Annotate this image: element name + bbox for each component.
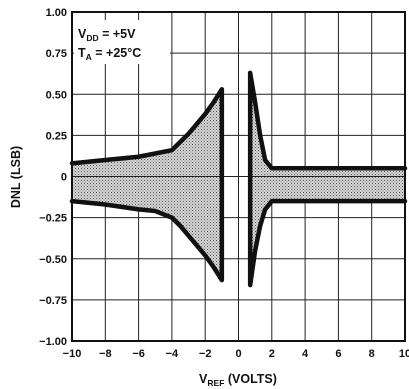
annotation-ta-subscript: A [86, 52, 92, 62]
y-tick-label: 0.75 [46, 48, 67, 60]
x-tick-label: 6 [335, 348, 341, 360]
annotation-vdd-subscript: DD [86, 33, 98, 43]
y-tick-label: −1.00 [39, 336, 67, 348]
y-tick-label: 0 [61, 172, 67, 184]
x-tick-label: −4 [166, 348, 179, 360]
x-tick-label: 4 [302, 348, 309, 360]
annotation-vdd-main: V [78, 27, 87, 41]
annotation-ta: TA = +25°C [78, 46, 141, 62]
x-tick-label: 10 [399, 348, 409, 360]
x-axis-title-main: V [199, 372, 208, 386]
y-tick-label: 0.50 [46, 89, 67, 101]
annotation-background [74, 20, 170, 64]
y-tick-label: 0.25 [46, 130, 67, 142]
x-tick-label: −6 [132, 348, 145, 360]
x-tick-label: −2 [199, 348, 212, 360]
plot-frame [71, 11, 406, 342]
y-axis-title: DNL (LSB) [9, 146, 23, 208]
y-tick-label: −0.25 [39, 213, 67, 225]
x-tick-label: 0 [235, 348, 241, 360]
x-axis-title-subscript: REF [207, 378, 224, 388]
annotation-vdd: VDD = +5V [78, 27, 136, 43]
annotation-vdd-value: = +5V [99, 27, 136, 41]
dnl-envelope-fills [72, 72, 405, 286]
x-tick-label: 2 [269, 348, 275, 360]
x-axis-title-units: (VOLTS) [224, 372, 277, 386]
x-tick-label: −8 [99, 348, 112, 360]
dnl-envelope-fill-1 [250, 72, 405, 286]
x-axis-title: VREF (VOLTS) [199, 372, 277, 388]
tick-labels: 1.00 0.75 0.50 0.25 0 −0.25 −0.50 −0.75 −1.00−10… [39, 7, 409, 360]
y-tick-label: 1.00 [46, 7, 67, 19]
x-tick-label: −10 [63, 348, 82, 360]
dnl-envelope-curve-0 [69, 87, 225, 283]
x-tick-label: 8 [369, 348, 375, 360]
dnl-envelope-curves [69, 70, 408, 288]
dnl-envelope-fill-0 [72, 89, 222, 281]
y-tick-label: −0.50 [39, 254, 67, 266]
annotation-ta-value: = +25°C [92, 46, 141, 60]
y-tick-label: −0.75 [39, 295, 67, 307]
annotation-ta-main: T [78, 46, 86, 60]
dnl-envelope-curve-1 [247, 70, 408, 288]
